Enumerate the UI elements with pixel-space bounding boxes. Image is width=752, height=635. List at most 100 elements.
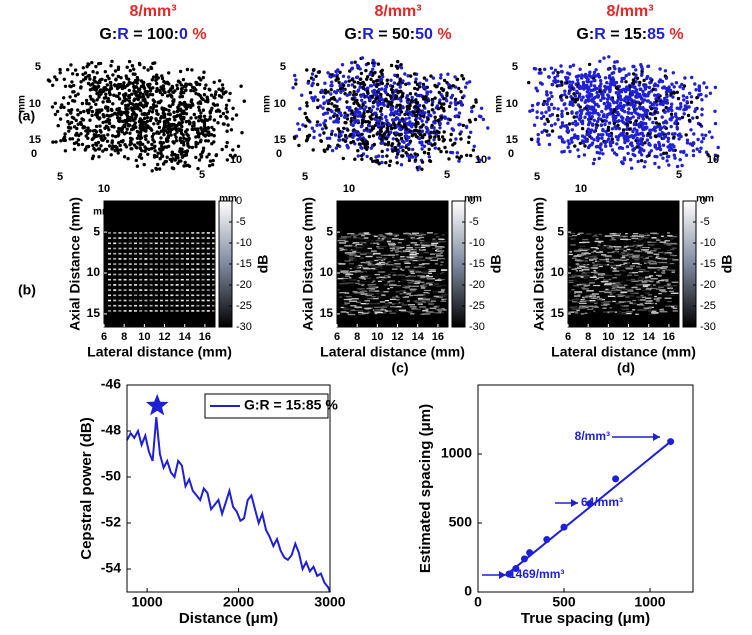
cloud-dot bbox=[366, 109, 370, 114]
cloud-dot bbox=[592, 100, 596, 105]
cloud-dot bbox=[455, 114, 459, 118]
cloud-dot bbox=[379, 77, 384, 82]
speckle-dot bbox=[180, 263, 184, 265]
cloud-dot bbox=[532, 123, 537, 127]
cloud-dot bbox=[107, 128, 111, 132]
cloud-dot bbox=[185, 128, 189, 132]
speckle-dot bbox=[175, 252, 179, 255]
speckle-dot bbox=[149, 310, 153, 312]
cloud-dot bbox=[215, 103, 220, 107]
speckle-dot bbox=[572, 301, 580, 303]
cloud-dot bbox=[640, 153, 644, 157]
cloud-dot bbox=[486, 126, 490, 130]
cloud-dot bbox=[99, 130, 103, 134]
cloud-dot bbox=[403, 131, 408, 135]
cloud-dot bbox=[171, 140, 175, 144]
cloud-dot bbox=[537, 142, 541, 147]
speckle-dot bbox=[352, 248, 358, 250]
speckle-dot bbox=[358, 264, 363, 267]
cloud-dot bbox=[149, 146, 154, 151]
cloud-dot bbox=[399, 62, 403, 67]
cloud-dot bbox=[635, 136, 639, 141]
speckle-dot bbox=[409, 288, 417, 290]
speckle-dot bbox=[410, 272, 416, 274]
cloud-dot bbox=[379, 129, 383, 133]
cloud-dot bbox=[100, 108, 104, 112]
speckle-dot bbox=[598, 276, 605, 279]
speckle-dot bbox=[108, 278, 111, 281]
colorbar-label: dB bbox=[488, 255, 504, 274]
cloud-dot bbox=[134, 102, 138, 107]
cloud-dot bbox=[549, 66, 554, 70]
cloud-dot bbox=[73, 68, 78, 72]
cloud-dot bbox=[622, 157, 627, 162]
cloud-dot bbox=[360, 56, 365, 60]
cloud-dot bbox=[88, 94, 93, 99]
cloud-dot bbox=[689, 100, 694, 104]
cloud-dot bbox=[547, 75, 551, 79]
cloud-dot bbox=[416, 106, 420, 110]
cloud-dot bbox=[380, 68, 384, 73]
cloud-dot bbox=[69, 120, 74, 125]
cloud-dot bbox=[111, 73, 115, 77]
cloud-dot bbox=[94, 134, 99, 139]
x-tick-label: 6 bbox=[101, 331, 107, 343]
cloud-dot bbox=[691, 149, 696, 153]
speckle-dot bbox=[371, 250, 377, 252]
cloud-dot bbox=[683, 104, 687, 108]
cloud-dot bbox=[186, 141, 190, 146]
cloud-dot bbox=[95, 91, 99, 96]
speckle-dot bbox=[574, 291, 583, 293]
speckle-dot bbox=[165, 263, 169, 265]
cloud-dot bbox=[146, 140, 150, 144]
cloud-dot bbox=[169, 87, 173, 91]
cloud-dot bbox=[420, 112, 425, 116]
cloud-dot bbox=[104, 95, 108, 100]
speckle-dot bbox=[400, 302, 403, 304]
cloud-dot bbox=[138, 146, 143, 151]
cloud-dot bbox=[86, 126, 90, 130]
speckle-dot bbox=[191, 294, 195, 297]
cloud-dot bbox=[86, 131, 90, 136]
cloud-dot bbox=[465, 153, 469, 157]
cloud-dot bbox=[443, 145, 447, 150]
cloud-dot bbox=[90, 137, 95, 142]
cloud-dot bbox=[466, 140, 471, 145]
speckle-dot bbox=[659, 311, 668, 313]
speckle-dot bbox=[610, 266, 614, 268]
cloud-dot bbox=[387, 122, 391, 127]
cloud-dot bbox=[422, 144, 427, 148]
speckle-dot bbox=[419, 239, 425, 242]
speckle-dot bbox=[201, 310, 205, 312]
cloud-dot bbox=[156, 121, 160, 126]
cloud-dot bbox=[627, 127, 632, 131]
cloud-dot bbox=[178, 95, 182, 99]
cloud-dot bbox=[196, 166, 200, 171]
cloud-dot bbox=[551, 71, 555, 75]
speckle-dot bbox=[647, 252, 654, 254]
speckle-dot bbox=[420, 242, 423, 244]
speckle-dot bbox=[170, 247, 174, 250]
speckle-dot bbox=[337, 289, 341, 291]
cloud-dot bbox=[363, 144, 367, 148]
speckle-dot bbox=[418, 259, 425, 261]
cloud-dot bbox=[78, 110, 83, 115]
cloud-dot bbox=[642, 78, 646, 83]
cloud-dot bbox=[651, 120, 655, 125]
cloud-dot bbox=[98, 124, 102, 128]
cloud-dot bbox=[326, 71, 330, 75]
speckle-dot bbox=[379, 306, 388, 308]
cloud-dot bbox=[418, 132, 422, 136]
cloud-dot bbox=[621, 130, 626, 135]
cloud-dot bbox=[314, 74, 318, 79]
cloud-dot bbox=[380, 137, 384, 142]
speckle-dot bbox=[431, 247, 438, 250]
speckle-dot bbox=[149, 284, 153, 286]
cloud-dot bbox=[359, 71, 364, 76]
speckle-dot bbox=[360, 293, 368, 295]
speckle-dot bbox=[123, 263, 127, 265]
cloud-dot bbox=[204, 83, 208, 87]
speckle-dot bbox=[344, 248, 348, 250]
cloud-dot bbox=[320, 127, 325, 131]
cloud-dot bbox=[351, 93, 355, 97]
